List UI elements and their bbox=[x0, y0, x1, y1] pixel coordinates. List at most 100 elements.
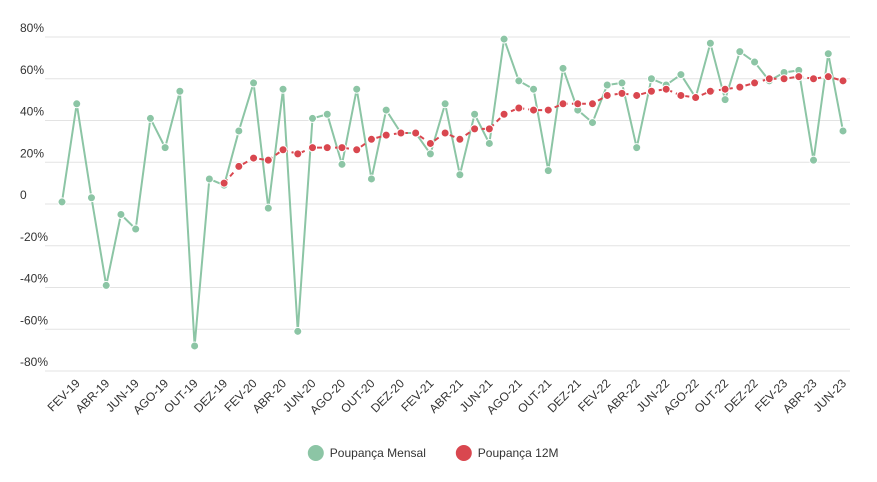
data-point bbox=[337, 143, 347, 153]
data-point bbox=[278, 84, 288, 94]
series-line bbox=[61, 38, 844, 347]
data-point bbox=[308, 113, 318, 123]
data-point bbox=[750, 78, 760, 88]
data-point bbox=[411, 128, 421, 138]
data-point bbox=[823, 49, 833, 59]
data-point bbox=[381, 105, 391, 115]
data-point bbox=[617, 78, 627, 88]
data-point bbox=[234, 161, 244, 171]
data-point bbox=[735, 82, 745, 92]
data-point bbox=[366, 134, 376, 144]
data-point bbox=[514, 76, 524, 86]
data-point bbox=[470, 109, 480, 119]
data-point bbox=[175, 86, 185, 96]
data-point bbox=[779, 74, 789, 84]
data-point bbox=[499, 109, 509, 119]
y-tick-label: 20% bbox=[20, 146, 44, 160]
data-point bbox=[352, 84, 362, 94]
data-point bbox=[838, 76, 848, 86]
data-point bbox=[249, 78, 259, 88]
data-point bbox=[529, 105, 539, 115]
data-point bbox=[190, 341, 200, 351]
data-point bbox=[425, 138, 435, 148]
y-tick-label: 60% bbox=[20, 63, 44, 77]
data-point bbox=[543, 105, 553, 115]
data-point bbox=[322, 143, 332, 153]
data-point bbox=[543, 166, 553, 176]
data-point bbox=[676, 70, 686, 80]
data-point bbox=[705, 86, 715, 96]
data-point bbox=[809, 74, 819, 84]
y-tick-label: -20% bbox=[20, 230, 48, 244]
x-tick-label: DEZ-20 bbox=[368, 376, 407, 415]
y-tick-label: 0 bbox=[20, 188, 27, 202]
data-point bbox=[646, 86, 656, 96]
data-point bbox=[234, 126, 244, 136]
data-point bbox=[219, 178, 229, 188]
data-point bbox=[160, 143, 170, 153]
data-point bbox=[573, 99, 583, 109]
data-point bbox=[308, 143, 318, 153]
y-tick-label: 80% bbox=[20, 21, 44, 35]
data-point bbox=[278, 145, 288, 155]
y-tick-label: -40% bbox=[20, 272, 48, 286]
data-point bbox=[352, 145, 362, 155]
data-point bbox=[263, 155, 273, 165]
legend-label: Poupança Mensal bbox=[330, 446, 426, 460]
data-point bbox=[86, 193, 96, 203]
x-tick-label: DEZ-21 bbox=[545, 376, 584, 415]
data-point bbox=[470, 124, 480, 134]
data-point bbox=[632, 143, 642, 153]
data-point bbox=[499, 34, 509, 44]
data-point bbox=[705, 38, 715, 48]
data-point bbox=[823, 72, 833, 82]
data-point bbox=[735, 47, 745, 57]
data-point bbox=[750, 57, 760, 67]
data-point bbox=[484, 124, 494, 134]
legend-marker bbox=[455, 445, 472, 461]
data-point bbox=[602, 80, 612, 90]
data-point bbox=[587, 99, 597, 109]
data-point bbox=[381, 130, 391, 140]
data-point bbox=[425, 149, 435, 159]
data-point bbox=[720, 95, 730, 105]
data-point bbox=[602, 90, 612, 100]
data-point bbox=[558, 99, 568, 109]
data-point bbox=[249, 153, 259, 163]
data-point bbox=[838, 126, 848, 136]
data-point bbox=[396, 128, 406, 138]
y-tick-label: 40% bbox=[20, 105, 44, 119]
data-point bbox=[617, 88, 627, 98]
x-tick-label: DEZ-22 bbox=[722, 376, 761, 415]
legend-label: Poupança 12M bbox=[478, 446, 559, 460]
y-tick-label: -60% bbox=[20, 313, 48, 327]
data-point bbox=[632, 90, 642, 100]
data-point bbox=[204, 174, 214, 184]
data-point bbox=[293, 326, 303, 336]
data-point bbox=[529, 84, 539, 94]
data-point bbox=[145, 113, 155, 123]
data-point bbox=[322, 109, 332, 119]
data-point bbox=[676, 90, 686, 100]
data-point bbox=[337, 159, 347, 169]
x-tick-label: JUN-23 bbox=[810, 376, 849, 415]
data-point bbox=[809, 155, 819, 165]
data-point bbox=[646, 74, 656, 84]
data-point bbox=[366, 174, 376, 184]
data-point bbox=[116, 209, 126, 219]
data-point bbox=[558, 63, 568, 73]
data-point bbox=[72, 99, 82, 109]
data-point bbox=[455, 170, 465, 180]
legend-item: Poupança 12M bbox=[455, 445, 559, 461]
y-tick-label: -80% bbox=[20, 355, 48, 369]
legend-item: Poupança Mensal bbox=[307, 445, 426, 461]
data-point bbox=[131, 224, 141, 234]
data-point bbox=[293, 149, 303, 159]
data-point bbox=[484, 138, 494, 148]
legend-marker bbox=[307, 445, 324, 461]
data-point bbox=[794, 72, 804, 82]
data-point bbox=[661, 84, 671, 94]
data-point bbox=[691, 93, 701, 103]
data-point bbox=[57, 197, 67, 207]
